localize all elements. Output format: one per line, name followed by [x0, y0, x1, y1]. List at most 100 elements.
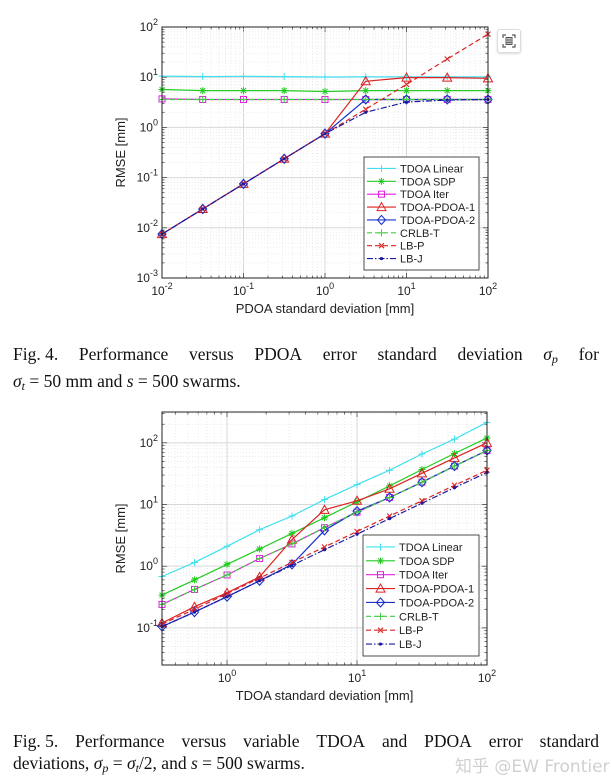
axes-box — [161, 411, 488, 666]
caption-segment: σt — [13, 371, 25, 393]
diamond-marker — [401, 94, 412, 105]
legend-entry: TDOA-PDOA-2 — [367, 214, 475, 227]
plus-marker — [288, 540, 296, 548]
y-tick-label: 10-1 — [137, 168, 158, 185]
figure-4-caption: Fig. 4. Performance versus PDOA error standar… — [13, 343, 599, 397]
axes-box — [161, 26, 489, 279]
caption-segment: s — [190, 753, 198, 773]
triangle-marker — [376, 201, 387, 212]
dot-marker — [378, 642, 383, 646]
caption-segment: = — [108, 753, 127, 773]
plus-marker — [450, 462, 458, 470]
y-tick-label: 10-1 — [137, 618, 158, 635]
legend-entry: TDOA SDP — [366, 556, 455, 568]
y-tick-label: 101 — [140, 495, 158, 512]
caption-segment: σp — [543, 344, 558, 366]
legend-entry: TDOA-PDOA-1 — [366, 583, 474, 596]
x-tick-label: 10-2 — [151, 281, 172, 298]
plus-marker — [256, 526, 264, 534]
caption-segment: = 500 swarms. — [197, 753, 305, 773]
dot-marker — [225, 595, 229, 599]
asterisk-marker — [288, 529, 296, 537]
legend-entry: LB-P — [367, 241, 424, 253]
caption-segment: TDOA — [316, 731, 366, 751]
y-tick-label: 100 — [140, 117, 158, 134]
x-tick-label: 102 — [479, 281, 497, 298]
legend-entry: LB-J — [366, 639, 422, 651]
plus-marker — [418, 478, 426, 486]
series-lb-j — [160, 470, 489, 629]
watermark: 知乎 @EW Frontier — [455, 757, 610, 777]
legend-label: TDOA-PDOA-2 — [400, 215, 475, 227]
dot-marker — [420, 501, 424, 505]
diamond-marker — [442, 94, 452, 105]
plus-marker — [378, 164, 385, 172]
caption-line2: deviations, σp = σt/2, and s = 500 swarm… — [13, 752, 599, 779]
caption-segment: standard — [377, 344, 437, 364]
legend-box — [363, 156, 480, 271]
dot-marker — [445, 98, 449, 102]
caption-segment: = 50 mm and — [24, 371, 127, 391]
expand-figure-button[interactable] — [497, 29, 521, 53]
legend-entry: TDOA Iter — [367, 189, 449, 201]
caption-segment: = 500 swarms. — [133, 371, 241, 391]
asterisk-marker — [199, 87, 207, 95]
legend-label: TDOA SDP — [400, 176, 456, 188]
expand-grid-icon — [502, 34, 516, 48]
plus-marker — [378, 229, 385, 237]
x-marker — [403, 81, 410, 88]
asterisk-marker — [240, 87, 247, 95]
dot-marker — [241, 182, 246, 186]
asterisk-marker — [403, 87, 410, 95]
legend-label: CRLB-T — [399, 611, 439, 623]
legend-entry: TDOA Iter — [366, 570, 448, 582]
dot-marker — [322, 548, 327, 552]
dot-marker — [355, 532, 359, 536]
diamond-marker — [384, 492, 395, 503]
caption-segment: /2, and — [138, 753, 191, 773]
asterisk-marker — [223, 560, 231, 568]
caption-segment: variable — [243, 731, 300, 751]
legend-label: CRLB-T — [400, 228, 440, 240]
triangle-marker — [441, 72, 453, 82]
triangle-marker — [189, 601, 200, 611]
series-tdoa-linear — [158, 418, 491, 581]
series-lb-j — [160, 97, 490, 236]
chart-fig5: 100 101 102 10-1 100 101 102 TDOA standard devi… — [113, 411, 496, 703]
legend-entry: TDOA-PDOA-1 — [367, 201, 475, 214]
legend-label: TDOA SDP — [399, 556, 455, 568]
dot-marker — [201, 207, 205, 211]
legend-entry: CRLB-T — [367, 228, 440, 240]
asterisk-marker — [378, 177, 385, 185]
caption-segment: error — [488, 731, 523, 751]
caption-segment: PDOA — [424, 731, 472, 751]
caption-segment: error — [322, 344, 357, 364]
plus-marker — [321, 73, 329, 81]
series-line — [161, 471, 488, 628]
x-axis-label: PDOA standard deviation [mm] — [236, 301, 414, 316]
x-marker — [256, 575, 263, 582]
x-tick-label: 101 — [397, 281, 415, 298]
x-tick-label: 101 — [348, 668, 366, 685]
diamond-marker — [287, 559, 297, 570]
plus-marker — [223, 542, 231, 550]
caption-segment: versus — [181, 731, 227, 751]
plus-marker — [240, 72, 247, 80]
legend-entry: TDOA-PDOA-2 — [366, 597, 474, 609]
y-tick-label: 10-2 — [137, 218, 158, 235]
triangle-marker — [197, 203, 209, 213]
legend-entry: TDOA Linear — [367, 163, 464, 175]
x-marker — [377, 627, 384, 634]
caption-segment: standard — [539, 731, 599, 751]
caption-segment: Fig. 4. — [13, 344, 59, 364]
plus-marker — [418, 450, 426, 458]
plus-marker — [191, 558, 199, 566]
diamond-marker — [449, 460, 460, 472]
caption-segment: σp — [93, 753, 109, 775]
asterisk-marker — [377, 557, 384, 565]
legend-entry: TDOA Linear — [366, 542, 463, 554]
legend-label: TDOA-PDOA-1 — [399, 584, 474, 596]
caption-line1: Fig. 5. Performance versus variable TDOA and P… — [13, 730, 599, 752]
plus-marker — [256, 555, 264, 563]
